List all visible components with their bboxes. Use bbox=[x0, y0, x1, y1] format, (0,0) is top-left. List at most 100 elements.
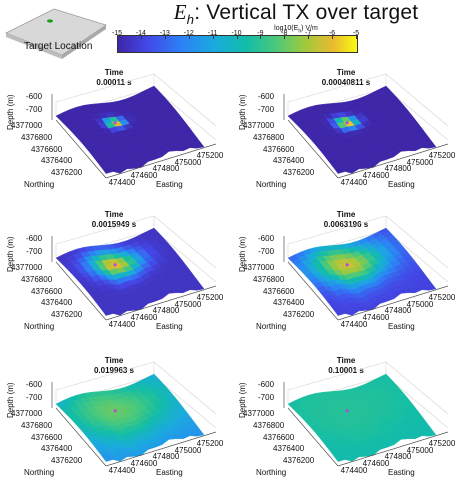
target-marker bbox=[113, 263, 117, 267]
easting-axis-label: Easting bbox=[156, 180, 183, 189]
colorbar-tick-label: -12 bbox=[183, 30, 194, 37]
easting-tick-label: 474600 bbox=[362, 171, 390, 181]
colorbar bbox=[117, 35, 358, 53]
axis-box-line bbox=[287, 73, 387, 103]
easting-tick-label: 474800 bbox=[152, 164, 180, 174]
surface-cell bbox=[193, 430, 205, 437]
northing-tick-label: 4377000 bbox=[243, 409, 275, 419]
easting-tick-label: 475200 bbox=[428, 150, 456, 160]
axis-box-line bbox=[55, 215, 155, 245]
easting-tick-label: 475000 bbox=[174, 445, 202, 455]
northing-tick-label: 4376600 bbox=[31, 144, 63, 154]
northing-tick-label: 4377000 bbox=[243, 263, 275, 273]
colorbar-tick-mark bbox=[212, 35, 214, 39]
time-panel: Time 0.10001 s -600 -700 Depth (m) 4377000 437… bbox=[236, 356, 456, 491]
axis-box-line bbox=[153, 361, 217, 415]
easting-tick-label: 475200 bbox=[196, 438, 224, 448]
northing-axis-label: Northing bbox=[24, 322, 55, 331]
northing-tick-label: 4377000 bbox=[11, 121, 43, 131]
depth-tick-label: -700 bbox=[26, 393, 43, 402]
colorbar-tick-label: -15 bbox=[111, 30, 123, 37]
depth-tick-label: -700 bbox=[26, 105, 43, 114]
easting-tick-label: 475000 bbox=[406, 445, 434, 455]
northing-tick-label: 4376800 bbox=[21, 421, 53, 431]
northing-tick-label: 4376200 bbox=[51, 455, 83, 465]
colorbar-tick-mark bbox=[117, 35, 118, 39]
surface-cell bbox=[193, 284, 205, 291]
northing-tick-label: 4376600 bbox=[31, 432, 63, 442]
depth-tick-label: -700 bbox=[258, 393, 275, 402]
target-marker bbox=[345, 409, 349, 413]
depth-tick-label: -600 bbox=[26, 380, 43, 389]
northing-tick-label: 4377000 bbox=[11, 263, 43, 273]
northing-axis-label: Northing bbox=[256, 322, 287, 331]
easting-tick-label: 474600 bbox=[130, 313, 158, 323]
colorbar-label: log10(Eh) V/m bbox=[274, 25, 318, 35]
northing-tick-label: 4376800 bbox=[253, 133, 285, 143]
northing-tick-label: 4376600 bbox=[263, 286, 295, 296]
panel-time-label: Time bbox=[336, 356, 356, 365]
colorbar-tick-label: -13 bbox=[159, 30, 170, 37]
surface-cell bbox=[193, 142, 205, 149]
surface-cell bbox=[425, 142, 437, 149]
northing-tick-label: 4376400 bbox=[41, 444, 73, 454]
axis-line bbox=[105, 285, 217, 321]
northing-tick-label: 4376600 bbox=[31, 286, 63, 296]
time-panel: Time 0.0015949 s -600 -700 Depth (m) 4377000 4… bbox=[4, 210, 224, 345]
easting-tick-label: 474800 bbox=[384, 452, 412, 462]
northing-tick-label: 4377000 bbox=[243, 121, 275, 131]
axis-box-line bbox=[385, 215, 449, 269]
easting-tick-label: 474800 bbox=[384, 164, 412, 174]
easting-axis-label: Easting bbox=[388, 468, 415, 477]
easting-tick-label: 474600 bbox=[362, 313, 390, 323]
target-marker bbox=[47, 19, 53, 23]
easting-tick-label: 474400 bbox=[108, 319, 136, 329]
easting-tick-label: 474800 bbox=[152, 306, 180, 316]
easting-tick-label: 475200 bbox=[428, 438, 456, 448]
axis-box-line bbox=[153, 73, 217, 127]
colorbar-tick-mark bbox=[332, 35, 334, 39]
time-panel: Time 0.019963 s -600 -700 Depth (m) 4377000 43… bbox=[4, 356, 224, 491]
axis-line bbox=[337, 143, 449, 179]
field-surface-plot bbox=[283, 73, 449, 179]
easting-axis-label: Easting bbox=[156, 322, 183, 331]
colorbar-tick-label: -5 bbox=[352, 30, 360, 37]
depth-tick-label: -600 bbox=[258, 380, 275, 389]
panel-time-value: 0.10001 s bbox=[328, 366, 364, 375]
depth-tick-label: -600 bbox=[26, 234, 43, 243]
panel-time-value: 0.00040811 s bbox=[321, 78, 371, 87]
easting-tick-label: 475000 bbox=[174, 299, 202, 309]
panel-time-value: 0.00011 s bbox=[96, 78, 132, 87]
easting-tick-label: 475200 bbox=[196, 150, 224, 160]
depth-tick-label: -700 bbox=[258, 105, 275, 114]
target-marker bbox=[113, 121, 117, 125]
colorbar-tick-mark bbox=[284, 35, 286, 39]
easting-tick-label: 474400 bbox=[340, 177, 368, 187]
northing-axis-label: Northing bbox=[256, 180, 287, 189]
axis-box-line bbox=[55, 73, 155, 103]
easting-tick-label: 474400 bbox=[340, 465, 368, 475]
panel-time-label: Time bbox=[104, 68, 124, 77]
panel-time-label: Time bbox=[104, 210, 124, 219]
axis-line bbox=[55, 119, 107, 179]
figure-title: Eh: Vertical TX over target bbox=[120, 0, 472, 27]
target-location-inset: Target Location bbox=[2, 3, 110, 63]
colorbar-tick-label: -6 bbox=[328, 30, 336, 37]
axis-line bbox=[287, 119, 339, 179]
colorbar-tick-mark bbox=[308, 35, 310, 39]
northing-tick-label: 4376600 bbox=[263, 144, 295, 154]
colorbar-tick-label: -8 bbox=[281, 30, 288, 37]
panel-time-value: 0.0063196 s bbox=[323, 220, 369, 229]
colorbar-tick-mark bbox=[236, 35, 238, 39]
surface-cell bbox=[425, 284, 437, 291]
northing-axis-label: Northing bbox=[24, 468, 55, 477]
northing-axis-label: Northing bbox=[256, 468, 287, 477]
easting-tick-label: 474600 bbox=[362, 459, 390, 469]
title-symbol: E bbox=[173, 0, 187, 24]
colorbar-tick-label: -9 bbox=[257, 30, 264, 37]
target-marker bbox=[345, 263, 349, 267]
northing-tick-label: 4376200 bbox=[283, 309, 315, 319]
panel-time-label: Time bbox=[336, 68, 356, 77]
northing-tick-label: 4376400 bbox=[273, 444, 305, 454]
time-panel: Time 0.00011 s -600 -700 Depth (m) 4377000 437… bbox=[4, 68, 224, 203]
